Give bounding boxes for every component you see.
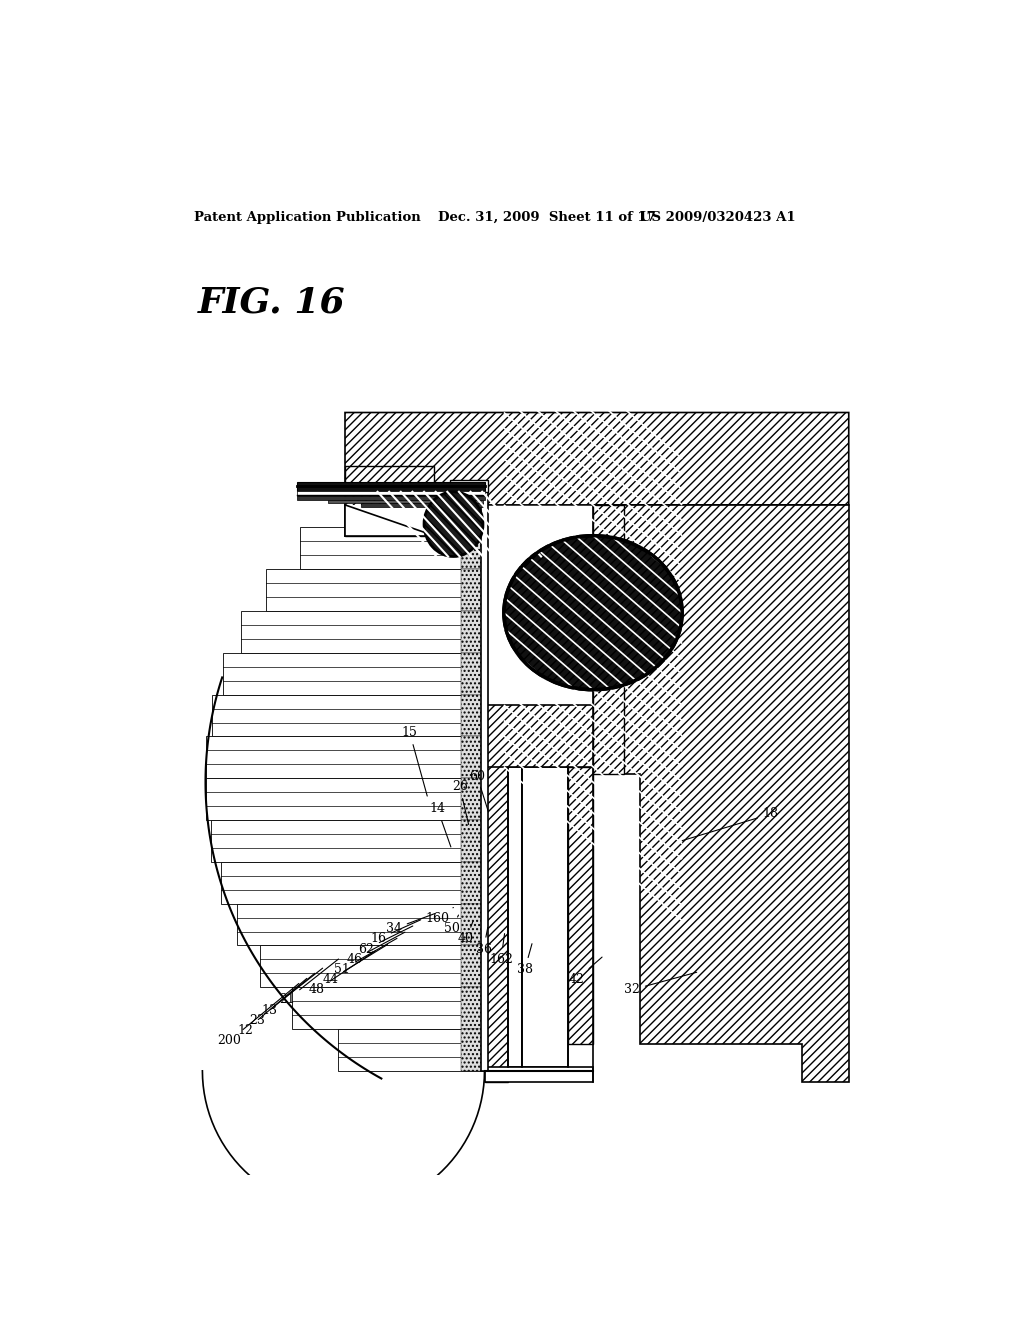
Bar <box>450 480 488 492</box>
Bar <box>461 569 484 611</box>
Text: 160: 160 <box>426 907 454 925</box>
Polygon shape <box>434 490 484 536</box>
Text: 50: 50 <box>443 915 460 936</box>
Bar <box>207 737 484 779</box>
Bar <box>593 506 624 775</box>
Text: Patent Application Publication: Patent Application Publication <box>194 211 421 224</box>
Text: 12: 12 <box>238 978 307 1038</box>
Bar <box>221 862 484 904</box>
Text: 60: 60 <box>469 770 488 812</box>
Bar <box>300 528 484 569</box>
Bar <box>461 779 484 820</box>
Text: FIG. 16: FIG. 16 <box>198 285 345 319</box>
Text: 48: 48 <box>309 950 376 997</box>
Bar <box>461 987 484 1030</box>
Text: 46: 46 <box>346 932 404 966</box>
Bar <box>521 767 568 1067</box>
Bar <box>461 611 484 653</box>
Bar <box>297 491 484 496</box>
Bar <box>484 705 593 767</box>
Text: 44: 44 <box>323 945 387 986</box>
Bar <box>360 503 483 507</box>
Bar <box>212 694 484 737</box>
Text: 38: 38 <box>517 944 532 975</box>
Polygon shape <box>345 466 434 536</box>
Bar <box>484 759 508 1082</box>
Bar <box>484 1067 593 1082</box>
Bar <box>461 945 484 987</box>
Bar <box>461 1030 484 1071</box>
Bar <box>328 499 483 503</box>
Text: 40: 40 <box>458 921 474 945</box>
Polygon shape <box>345 412 849 536</box>
Text: US 2009/0320423 A1: US 2009/0320423 A1 <box>640 211 795 224</box>
Bar <box>461 653 484 694</box>
Ellipse shape <box>504 536 682 689</box>
Text: 21: 21 <box>279 960 339 1006</box>
Text: 14: 14 <box>429 803 451 847</box>
Bar <box>293 987 484 1030</box>
Polygon shape <box>593 506 849 1082</box>
Bar <box>461 528 484 569</box>
Bar <box>480 486 488 1071</box>
Text: 26: 26 <box>452 780 469 825</box>
Bar <box>461 486 484 528</box>
Text: 34: 34 <box>386 913 435 936</box>
Bar <box>260 945 484 987</box>
Bar <box>211 820 484 862</box>
Text: 162: 162 <box>489 933 513 966</box>
Bar <box>338 1030 484 1071</box>
Bar <box>461 737 484 779</box>
Bar <box>461 820 484 862</box>
Text: 16: 16 <box>370 920 421 945</box>
Bar <box>206 779 484 820</box>
Bar <box>461 862 484 904</box>
Text: 23: 23 <box>250 973 314 1027</box>
Bar <box>568 767 593 1044</box>
Bar <box>238 904 484 945</box>
Bar <box>241 611 484 653</box>
Bar <box>297 496 484 499</box>
Text: 36: 36 <box>475 928 492 956</box>
Bar <box>461 904 484 945</box>
Bar <box>345 506 434 536</box>
Bar <box>508 767 521 1067</box>
Bar <box>297 482 484 491</box>
Text: 200: 200 <box>218 983 299 1047</box>
Text: Dec. 31, 2009  Sheet 11 of 17: Dec. 31, 2009 Sheet 11 of 17 <box>438 211 655 224</box>
Text: 13: 13 <box>261 968 323 1016</box>
Text: 15: 15 <box>401 726 427 796</box>
Bar <box>461 694 484 737</box>
Text: 42: 42 <box>568 957 602 986</box>
Text: 62: 62 <box>358 927 413 956</box>
Text: 18: 18 <box>682 808 779 841</box>
Bar <box>223 653 484 694</box>
Bar <box>348 486 484 528</box>
Bar <box>265 569 484 611</box>
Text: 51: 51 <box>334 939 397 975</box>
Ellipse shape <box>424 492 483 557</box>
Text: 32: 32 <box>624 973 696 997</box>
